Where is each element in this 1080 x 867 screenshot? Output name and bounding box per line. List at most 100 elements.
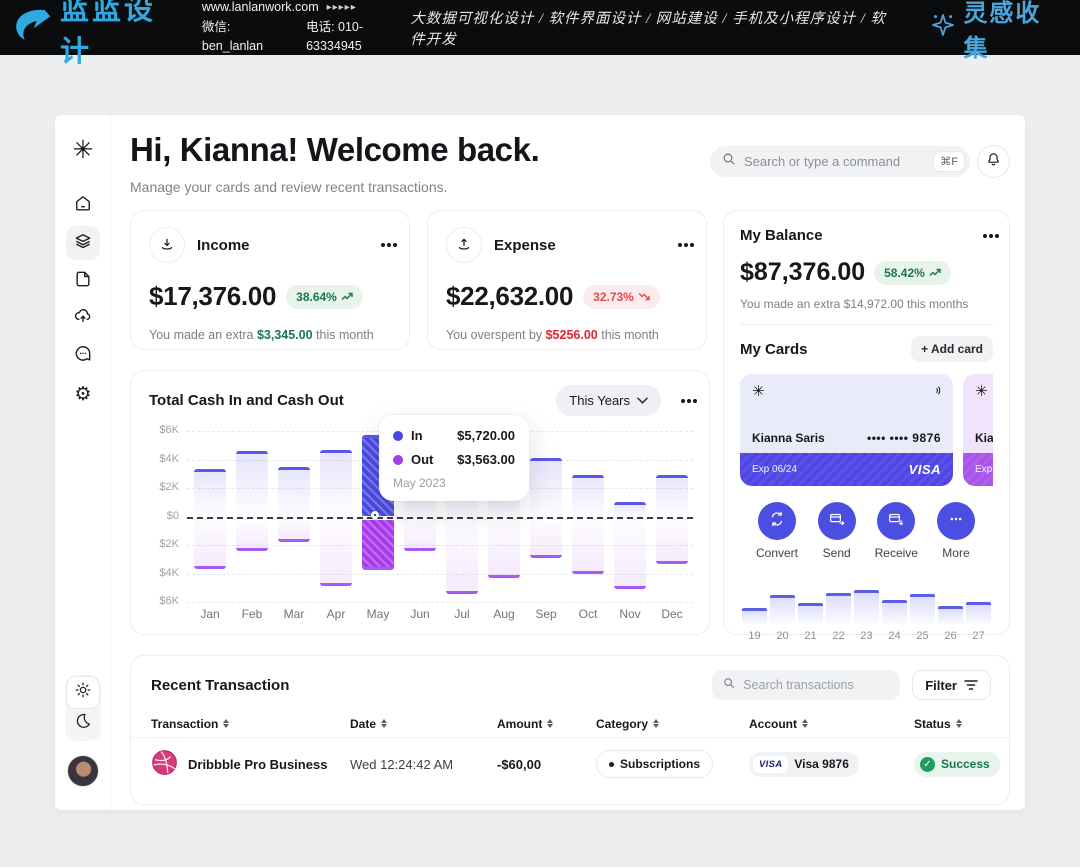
bar-out-may [362, 519, 394, 571]
bar-out-aug [488, 519, 520, 578]
chevron-down-icon [637, 397, 648, 404]
mini-bar [798, 574, 823, 624]
bank-card-secondary[interactable]: ✳ Kianna Saris Exp 06/24 [963, 374, 993, 486]
dashboard-panel: ✳ ⚙ Hi, Kianna! Welcome back. [55, 115, 1025, 810]
mini-bar [770, 574, 795, 624]
card-holder: Kianna Saris [752, 431, 825, 445]
bar-in-sep [530, 458, 562, 517]
column-header-date[interactable]: Date [350, 717, 497, 731]
sort-icon [802, 719, 808, 728]
balance-menu-button[interactable] [989, 233, 993, 238]
sidebar-item-messages[interactable] [66, 339, 100, 373]
action-send-button[interactable]: Send [810, 502, 864, 560]
dark-mode-button[interactable] [67, 708, 99, 739]
sidebar-item-dashboard[interactable] [66, 226, 100, 260]
x-axis-label: Jan [200, 607, 220, 621]
expense-menu-button[interactable] [684, 243, 688, 247]
column-header-transaction[interactable]: Transaction [151, 717, 350, 731]
bank-card-primary[interactable]: ✳ Kianna Saris •••• •••• 9876 Exp 06/24 … [740, 374, 953, 486]
sidebar-item-settings[interactable]: ⚙ [66, 377, 100, 411]
column-header-account[interactable]: Account [749, 717, 914, 731]
bar-out-nov [614, 519, 646, 590]
filter-button[interactable]: Filter [912, 670, 991, 700]
trend-up-icon [929, 268, 941, 276]
visa-logo: VISA [908, 462, 941, 477]
mini-day-label: 27 [972, 630, 985, 642]
balance-caption: You made an extra $14,972.00 this months [740, 297, 969, 311]
user-avatar[interactable] [67, 755, 99, 787]
y-axis-label: $6K [159, 595, 179, 607]
trend-down-icon [638, 293, 650, 301]
category-dot [609, 761, 614, 767]
sidebar-item-files[interactable] [66, 264, 100, 298]
bar-out-feb [236, 519, 268, 551]
app-asterisk-logo-icon: ✳ [72, 136, 94, 164]
sparkle-star-icon [930, 12, 956, 43]
arrows-decoration: ▸▸▸▸▸ [326, 2, 357, 14]
column-header-amount[interactable]: Amount [497, 717, 596, 731]
file-icon [73, 269, 93, 294]
search-input[interactable] [744, 154, 927, 169]
mini-day-label: 21 [804, 630, 817, 642]
site-url: www.lanlanwork.com [201, 0, 319, 15]
transaction-date: Wed 12:24:42 AM [350, 756, 454, 772]
bar-out-oct [572, 519, 604, 574]
y-axis-label: $0 [166, 509, 179, 522]
transactions-search-input[interactable] [743, 678, 905, 692]
mini-bar [966, 574, 991, 624]
mini-day-label: 19 [748, 630, 761, 642]
divider [740, 324, 993, 325]
bar-in-mar [278, 466, 310, 517]
light-mode-button[interactable] [67, 677, 99, 708]
column-header-category[interactable]: Category [596, 717, 749, 731]
mini-chart-days: 19 20 21 22 23 24 25 26 27 [740, 630, 993, 642]
out-value: $3,563.00 [457, 452, 515, 467]
promo-banner: 蓝蓝设计 www.lanlanwork.com ▸▸▸▸▸ 微信: ben_la… [0, 0, 1080, 68]
gear-icon: ⚙ [74, 383, 92, 405]
check-icon: ✓ [920, 756, 935, 772]
balance-label: My Balance [740, 227, 823, 244]
shortcut-badge: ⌘F [933, 151, 965, 172]
balance-badge: 58.42% [874, 260, 951, 285]
transaction-name: Dribbble Pro Business [188, 756, 328, 772]
category-badge: Subscriptions [596, 750, 714, 778]
y-axis-label: $6K [159, 424, 179, 436]
send-icon [828, 510, 846, 533]
balance-card: My Balance $87,376.00 58.42% You made an… [723, 210, 1010, 642]
transactions-search[interactable] [712, 670, 905, 700]
action-convert-button[interactable]: Convert [750, 502, 804, 560]
expense-amount: $22,632.00 [446, 281, 574, 311]
gridline [187, 602, 693, 603]
x-axis-label: Jul [454, 607, 470, 621]
wechat-contact: 微信: ben_lanlan [201, 19, 264, 54]
chart-tooltip: In $5,720.00 Out $3,563.00 May 2023 [379, 415, 529, 501]
mini-bar [910, 574, 935, 624]
global-search[interactable]: ⌘F [710, 146, 970, 177]
mini-day-label: 26 [944, 630, 957, 642]
trend-up-icon [341, 292, 353, 300]
receive-icon [887, 510, 905, 533]
income-menu-button[interactable] [387, 243, 391, 247]
sidebar: ✳ ⚙ [55, 115, 111, 810]
x-axis-label: Nov [619, 607, 641, 621]
in-value: $5,720.00 [457, 428, 515, 443]
services-list: 大数据可视化设计 / 软件界面设计 / 网站建设 / 手机及小程序设计 / 软件… [410, 10, 886, 48]
action-more-button[interactable]: More [929, 502, 983, 560]
home-icon [73, 193, 93, 218]
brand: 蓝蓝设计 [12, 0, 176, 70]
mini-day-label: 24 [888, 630, 901, 642]
transaction-row[interactable]: Dribbble Pro Business Wed 12:24:42 AM -$… [131, 738, 1009, 790]
sidebar-item-cloud[interactable] [66, 301, 100, 335]
x-axis-label: Aug [493, 607, 515, 621]
x-axis-label: Jun [410, 607, 430, 621]
account-badge: VISA Visa 9876 [749, 751, 859, 777]
range-dropdown[interactable]: This Years [556, 385, 661, 416]
notifications-button[interactable] [977, 145, 1010, 178]
x-axis-label: Feb [241, 607, 263, 621]
sidebar-item-home[interactable] [66, 188, 100, 222]
cashflow-chart-card: Total Cash In and Cash Out This Years $6… [130, 370, 710, 635]
action-receive-button[interactable]: Receive [869, 502, 923, 560]
column-header-status[interactable]: Status [914, 717, 989, 731]
chart-menu-button[interactable] [687, 398, 691, 403]
add-card-button[interactable]: + Add card [911, 336, 993, 362]
